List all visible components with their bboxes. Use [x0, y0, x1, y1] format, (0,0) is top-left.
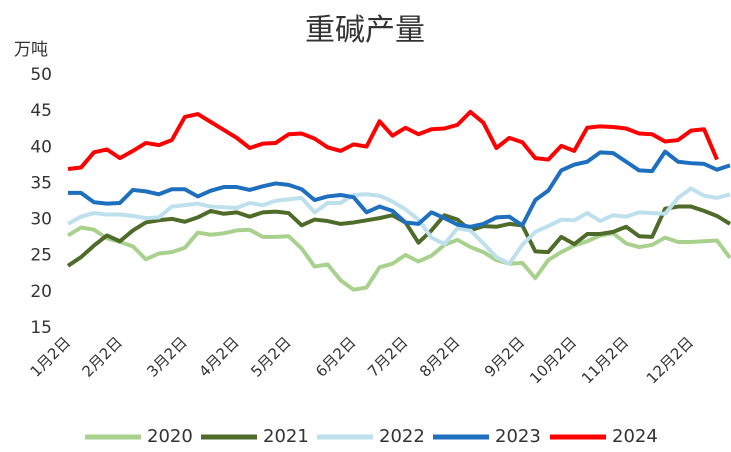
x-tick-label: 9月2日 — [481, 333, 528, 380]
x-tick-label: 10月2日 — [526, 333, 580, 387]
series-line — [67, 109, 719, 171]
y-tick-label: 45 — [30, 101, 52, 121]
series-line — [66, 225, 731, 292]
y-tick-label: 50 — [30, 65, 52, 85]
series-line — [67, 186, 731, 266]
series-line — [68, 149, 731, 229]
x-tick-label: 8月2日 — [416, 333, 463, 380]
x-tick-label: 5月2日 — [247, 333, 294, 380]
legend-label: 2023 — [495, 426, 541, 447]
legend-label: 2024 — [612, 426, 658, 447]
y-tick-label: 25 — [30, 246, 52, 266]
x-tick-label: 6月2日 — [312, 333, 359, 380]
x-tick-label: 7月2日 — [364, 333, 411, 380]
chart-title: 重碱产量 — [305, 13, 425, 48]
y-tick-label: 30 — [30, 210, 52, 230]
y-tick-label: 15 — [30, 318, 52, 338]
x-tick-label: 3月2日 — [143, 333, 190, 380]
x-tick-label: 12月2日 — [643, 333, 697, 387]
x-tick-label: 11月2日 — [578, 333, 632, 387]
legend-label: 2021 — [263, 426, 309, 447]
x-tick-label: 4月2日 — [195, 333, 242, 380]
x-tick-label: 1月2日 — [27, 333, 74, 380]
legend-label: 2020 — [147, 426, 193, 447]
y-unit: 万吨 — [14, 40, 48, 60]
x-tick-label: 2月2日 — [78, 333, 125, 380]
y-tick-label: 40 — [30, 137, 52, 157]
y-tick-label: 20 — [30, 282, 52, 302]
legend-label: 2022 — [379, 426, 425, 447]
y-tick-label: 35 — [30, 173, 52, 193]
